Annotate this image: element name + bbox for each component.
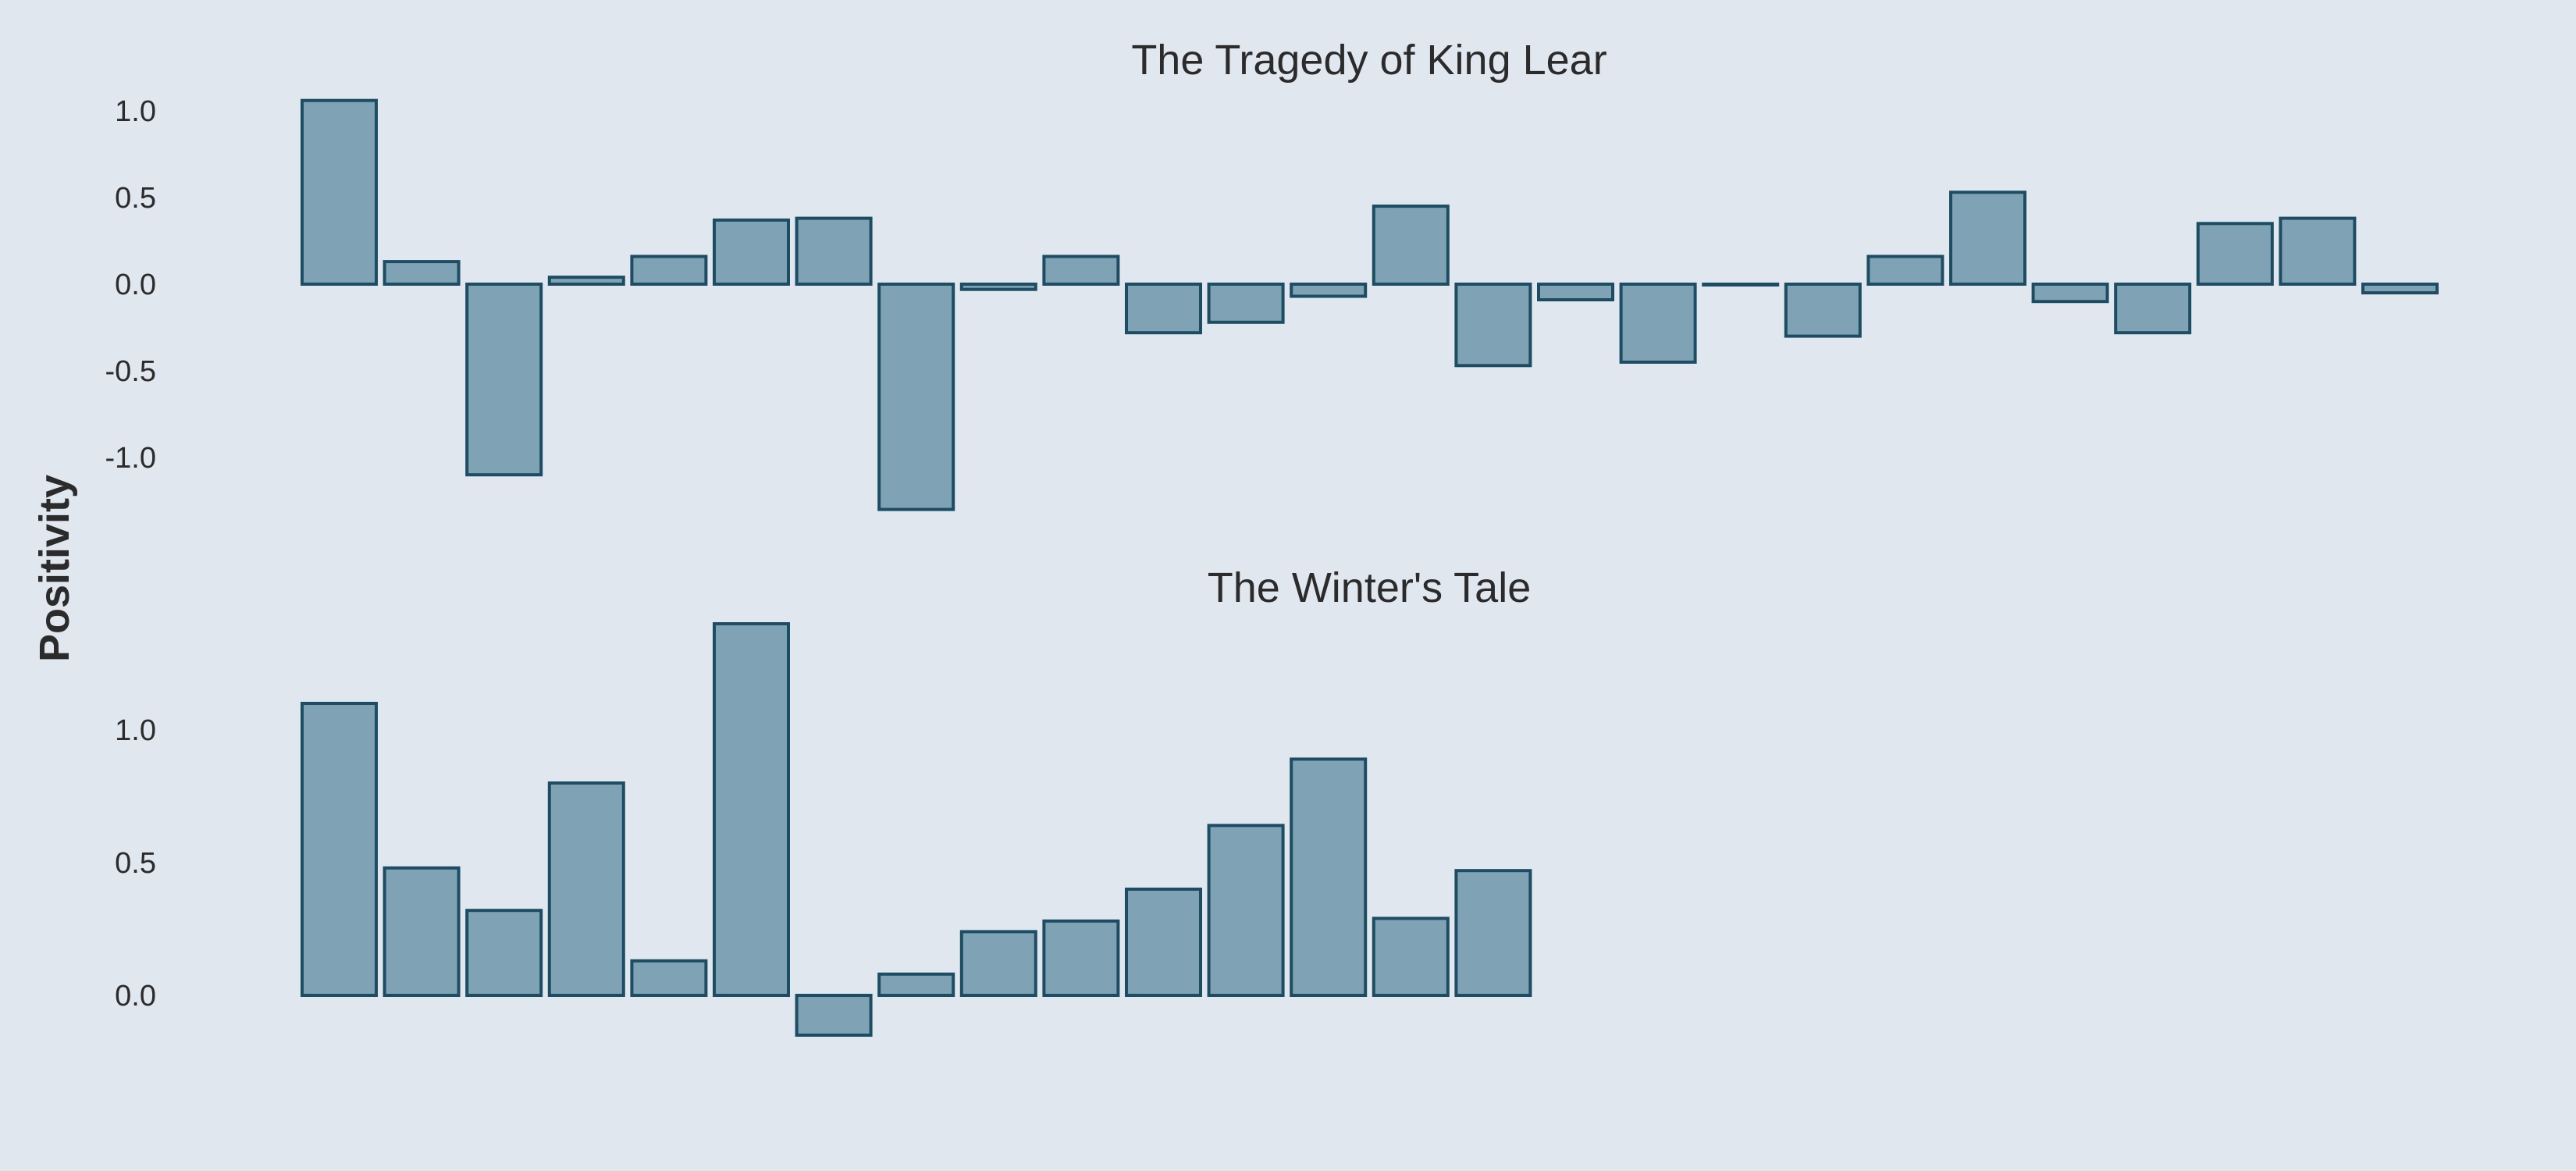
bar [1042, 254, 1120, 286]
bar [301, 98, 378, 286]
bar [795, 216, 873, 287]
bar [1619, 283, 1697, 364]
bar [1372, 205, 1450, 287]
bar [1454, 869, 1532, 997]
bar [301, 702, 378, 997]
bar [382, 260, 461, 287]
chart-title: The Tragedy of King Lear [1131, 37, 1606, 84]
bar [713, 218, 790, 286]
y-tick-label: 0.0 [115, 980, 156, 1013]
bar-series [301, 622, 1532, 1037]
bar [2361, 283, 2439, 295]
y-tick-label: -1.0 [105, 442, 156, 475]
bar [1207, 283, 1285, 324]
bar [1702, 283, 1780, 287]
bar [1125, 888, 1202, 997]
bar [2031, 283, 2109, 304]
bar [1866, 254, 1944, 286]
bar [1784, 283, 1862, 338]
bar [2196, 222, 2274, 286]
y-tick-label: 1.0 [115, 95, 156, 128]
bar [959, 283, 1037, 291]
bar [1454, 283, 1532, 368]
bar [2279, 216, 2357, 287]
bar [959, 930, 1037, 998]
chart-panel-winters-tale: The Winter's Tale 1.0 0.5 0.0 [115, 564, 1532, 1037]
bar [630, 254, 708, 286]
bar [547, 276, 625, 287]
bar [1207, 824, 1285, 998]
y-axis-ticks: 1.0 0.5 0.0 -0.5 -1.0 [105, 95, 156, 475]
bar [1125, 283, 1202, 335]
chart-title: The Winter's Tale [1208, 564, 1531, 611]
y-tick-label: 0.5 [115, 182, 156, 215]
bar [795, 994, 873, 1037]
bar [877, 283, 955, 511]
bar [1290, 283, 1368, 298]
bar [2114, 283, 2192, 335]
bar [382, 866, 461, 998]
bar [1537, 283, 1614, 301]
bar-series [301, 98, 2439, 511]
y-axis-ticks: 1.0 0.5 0.0 [115, 714, 156, 1013]
y-tick-label: 0.5 [115, 847, 156, 880]
chart-panel-king-lear: The Tragedy of King Lear 1.0 0.5 0.0 -0.5 -1… [105, 37, 2439, 511]
bar [547, 781, 625, 997]
bar [1949, 190, 2026, 286]
bar [465, 283, 543, 477]
y-axis-label: Positivity [31, 475, 78, 662]
bar [877, 972, 955, 998]
bar [465, 909, 543, 997]
y-tick-label: 1.0 [115, 714, 156, 747]
bar [1042, 919, 1120, 998]
bar [630, 959, 708, 998]
bar [1290, 757, 1368, 998]
y-tick-label: -0.5 [105, 355, 156, 388]
bar [1372, 917, 1450, 998]
y-tick-label: 0.0 [115, 269, 156, 301]
bar [713, 622, 790, 997]
